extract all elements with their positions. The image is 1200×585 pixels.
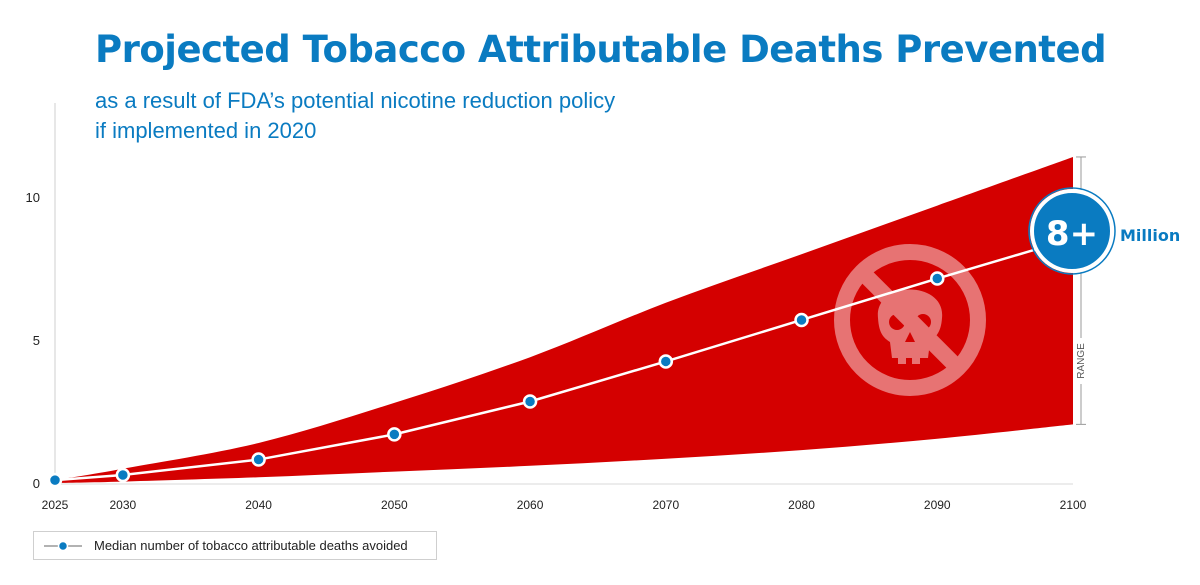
chart-title: Projected Tobacco Attributable Deaths Pr…: [95, 28, 1107, 71]
badge-value: 8+: [1046, 214, 1098, 254]
legend-label: Median number of tobacco attributable de…: [94, 538, 408, 553]
legend: Median number of tobacco attributable de…: [33, 531, 437, 560]
median-point: [387, 427, 402, 442]
range-band: [55, 157, 1073, 483]
median-point: [522, 394, 538, 409]
range-label: RANGE: [1076, 343, 1087, 379]
value-badge: 8+ Million: [1028, 187, 1180, 275]
median-point: [47, 472, 63, 488]
x-tick-label: 2025: [42, 498, 69, 512]
median-point: [115, 467, 131, 483]
no-skull-icon: [834, 244, 986, 396]
legend-marker-icon: [44, 540, 82, 551]
median-point: [658, 354, 674, 369]
subtitle-line-2: if implemented in 2020: [95, 118, 317, 143]
median-point: [251, 452, 266, 467]
y-tick-label: 10: [26, 190, 40, 205]
axes: 0 5 10 2025 2030 2040 2050 2060 2070 2080 2090 2100: [26, 103, 1087, 512]
median-points: [47, 271, 945, 488]
x-tick-label: 2090: [924, 498, 951, 512]
x-tick-label: 2050: [381, 498, 408, 512]
y-tick-label: 5: [33, 333, 40, 348]
x-tick-label: 2030: [110, 498, 137, 512]
x-tick-label: 2060: [517, 498, 544, 512]
x-tick-label: 2080: [788, 498, 815, 512]
x-tick-label: 2100: [1060, 498, 1087, 512]
y-tick-label: 0: [33, 476, 40, 491]
median-point: [794, 312, 809, 328]
badge-unit: Million: [1120, 226, 1180, 245]
subtitle-line-1: as a result of FDA’s potential nicotine …: [95, 88, 616, 113]
median-point: [930, 271, 945, 286]
x-tick-label: 2070: [652, 498, 679, 512]
x-tick-label: 2040: [245, 498, 272, 512]
chart-subtitle: as a result of FDA’s potential nicotine …: [95, 86, 615, 146]
